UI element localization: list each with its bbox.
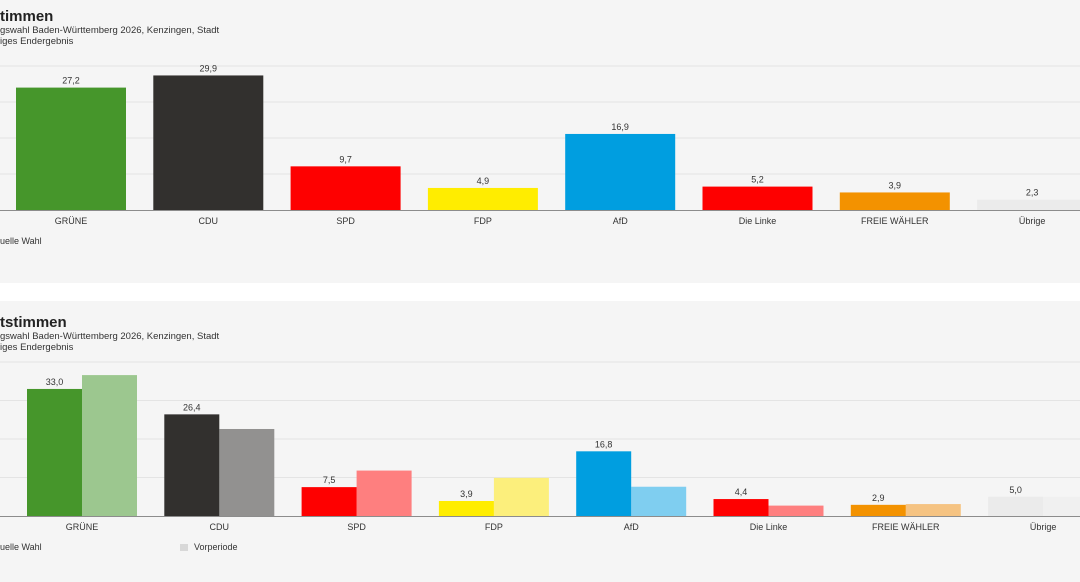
bar-freie-wähler [839,192,950,210]
tick-label-spd: SPD [336,216,355,226]
tick-label-übrige: Übrige [1030,522,1057,532]
data-label-spd: 7,5 [323,475,336,485]
bar-current-die-linke [713,499,769,516]
tick-label-fdp: FDP [474,216,492,226]
chart-subtitle: gswahl Baden-Württemberg 2026, Kenzingen… [0,331,220,342]
tick-label-die-linke: Die Linke [750,522,788,532]
tick-label-freie-wähler: FREIE WÄHLER [861,216,929,226]
bar-grüne [16,87,126,210]
tick-label-spd: SPD [347,522,366,532]
bar-spd [290,166,401,210]
tick-label-cdu: CDU [210,522,230,532]
tick-label-die-linke: Die Linke [739,216,777,226]
bar-current-spd [301,487,357,516]
bar-afd [565,133,676,210]
data-label-cdu: 26,4 [183,402,201,412]
bar-previous-die-linke [768,505,824,516]
bar-chart-2: 33,0 GRÜNE 26,4 CDU 7,5 SPD 3,9 FDP 16,8 AfD 4,4 Di… [0,361,1080,532]
data-label-spd: 9,7 [339,154,352,164]
bar-fdp [427,187,538,210]
bar-chart-1: 27,2 GRÜNE 29,9 CDU 9,7 SPD 4,9 FDP 16,9 AfD 5,2 Di… [0,63,1080,226]
data-label-die-linke: 4,4 [735,487,748,497]
data-label-grüne: 33,0 [46,377,64,387]
bar-current-übrige [988,496,1044,516]
chart-title: tstimmen [0,314,67,331]
bar-previous-fdp [493,477,549,516]
chart-title: timmen [0,8,54,25]
bar-current-cdu [164,414,220,516]
bar-current-grüne [27,388,82,516]
bar-previous-spd [356,470,412,516]
data-label-cdu: 29,9 [200,63,218,73]
bar-previous-grüne [82,375,137,516]
data-label-freie-wähler: 3,9 [889,180,902,190]
data-label-afd: 16,8 [595,439,613,449]
tick-label-grüne: GRÜNE [55,216,88,226]
chart-status: iges Endergebnis [0,36,74,47]
tick-label-freie-wähler: FREIE WÄHLER [872,522,940,532]
data-label-übrige: 5,0 [1009,485,1022,495]
bar-current-afd [576,451,632,516]
legend-swatch-previous [180,544,188,551]
data-label-freie-wähler: 2,9 [872,493,885,503]
bar-die-linke [702,186,813,210]
tick-label-fdp: FDP [485,522,503,532]
chart-status: iges Endergebnis [0,342,74,353]
bar-current-fdp [438,500,494,516]
bar-cdu [153,75,264,210]
tick-label-übrige: Übrige [1019,216,1046,226]
bar-previous-afd [631,486,687,516]
tick-label-cdu: CDU [199,216,219,226]
data-label-die-linke: 5,2 [751,175,764,185]
data-label-übrige: 2,3 [1026,188,1039,198]
data-label-afd: 16,9 [611,122,629,132]
data-label-fdp: 3,9 [460,489,473,499]
tick-label-grüne: GRÜNE [66,522,99,532]
bar-übrige [977,199,1080,210]
bar-previous-freie-wähler [905,504,961,516]
data-label-fdp: 4,9 [477,176,490,186]
bar-previous-cdu [219,428,275,516]
bar-current-freie-wähler [850,504,906,516]
chart-subtitle: gswahl Baden-Württemberg 2026, Kenzingen… [0,25,220,36]
chart-panel-1: timmen gswahl Baden-Württemberg 2026, Ke… [0,0,1080,283]
legend-current: uelle Wahl [0,542,42,552]
data-label-grüne: 27,2 [62,76,80,86]
bar-previous-übrige [1043,496,1080,516]
tick-label-afd: AfD [624,522,640,532]
chart-panel-2: tstimmen gswahl Baden-Württemberg 2026, … [0,301,1080,582]
legend-previous: Vorperiode [194,542,238,552]
legend-current: uelle Wahl [0,236,42,246]
tick-label-afd: AfD [613,216,629,226]
